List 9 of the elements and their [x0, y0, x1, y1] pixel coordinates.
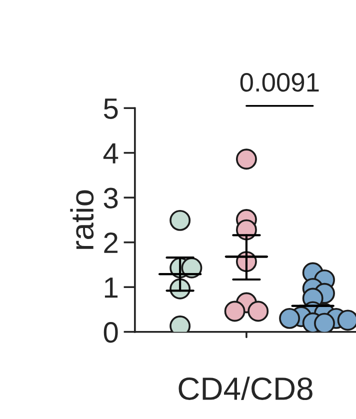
y-tick-label: 4 — [103, 143, 118, 164]
y-tick-label: 3 — [104, 188, 118, 208]
x-axis-title: CD4/CD8 — [178, 376, 312, 400]
y-tick-label: 1 — [104, 278, 118, 298]
y-axis-title: ratio — [70, 190, 94, 249]
y-tick-label: 5 — [104, 98, 118, 119]
y-tick-label: 0 — [104, 322, 118, 343]
y-tick-label: 2 — [104, 232, 118, 253]
text: 0.0091 — [240, 73, 319, 92]
